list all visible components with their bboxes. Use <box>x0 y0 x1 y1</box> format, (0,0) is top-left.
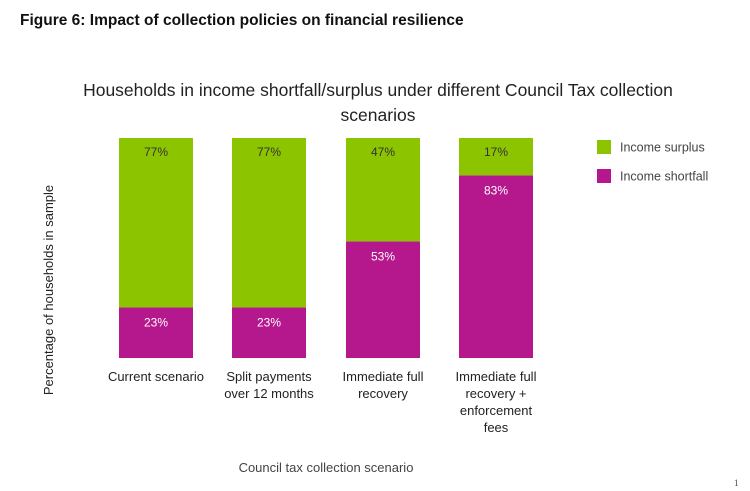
legend-swatch-income-shortfall <box>597 169 611 183</box>
page-number: 1 <box>734 478 739 488</box>
x-tick-label: Immediate full <box>343 369 424 384</box>
figure-title: Figure 6: Impact of collection policies … <box>20 12 464 29</box>
chart-title-line-2: scenarios <box>341 105 416 125</box>
data-label-income-shortfall: 53% <box>371 249 395 263</box>
x-tick-label: Immediate full <box>456 369 537 384</box>
x-tick-label: enforcement <box>460 403 533 418</box>
data-label-income-surplus: 47% <box>371 145 395 159</box>
x-axis-label: Council tax collection scenario <box>239 460 414 475</box>
data-label-income-surplus: 17% <box>484 145 508 159</box>
data-label-income-shortfall: 23% <box>144 315 168 329</box>
bar-income-surplus <box>232 138 306 308</box>
bar-income-surplus <box>119 138 193 308</box>
bar-income-surplus <box>459 138 533 176</box>
bar-income-shortfall <box>119 307 193 358</box>
legend-swatch-income-surplus <box>597 140 611 154</box>
bar-income-shortfall <box>459 175 533 358</box>
data-label-income-shortfall: 83% <box>484 183 508 197</box>
bar-income-surplus <box>346 138 420 242</box>
x-tick-label: fees <box>484 420 509 435</box>
legend-label-income-shortfall: Income shortfall <box>620 170 708 184</box>
chart-title-line-1: Households in income shortfall/surplus u… <box>83 80 673 100</box>
x-tick-label: over 12 months <box>224 386 314 401</box>
x-tick-label: Split payments <box>226 369 312 384</box>
bar-income-shortfall <box>346 241 420 358</box>
x-tick-label: Current scenario <box>108 369 204 384</box>
y-axis-label: Percentage of households in sample <box>41 185 56 395</box>
data-label-income-shortfall: 23% <box>257 315 281 329</box>
data-label-income-surplus: 77% <box>144 145 168 159</box>
legend-label-income-surplus: Income surplus <box>620 141 705 155</box>
bar-income-shortfall <box>232 307 306 358</box>
x-tick-label: recovery + <box>465 386 526 401</box>
data-label-income-surplus: 77% <box>257 145 281 159</box>
x-tick-label: recovery <box>358 386 408 401</box>
